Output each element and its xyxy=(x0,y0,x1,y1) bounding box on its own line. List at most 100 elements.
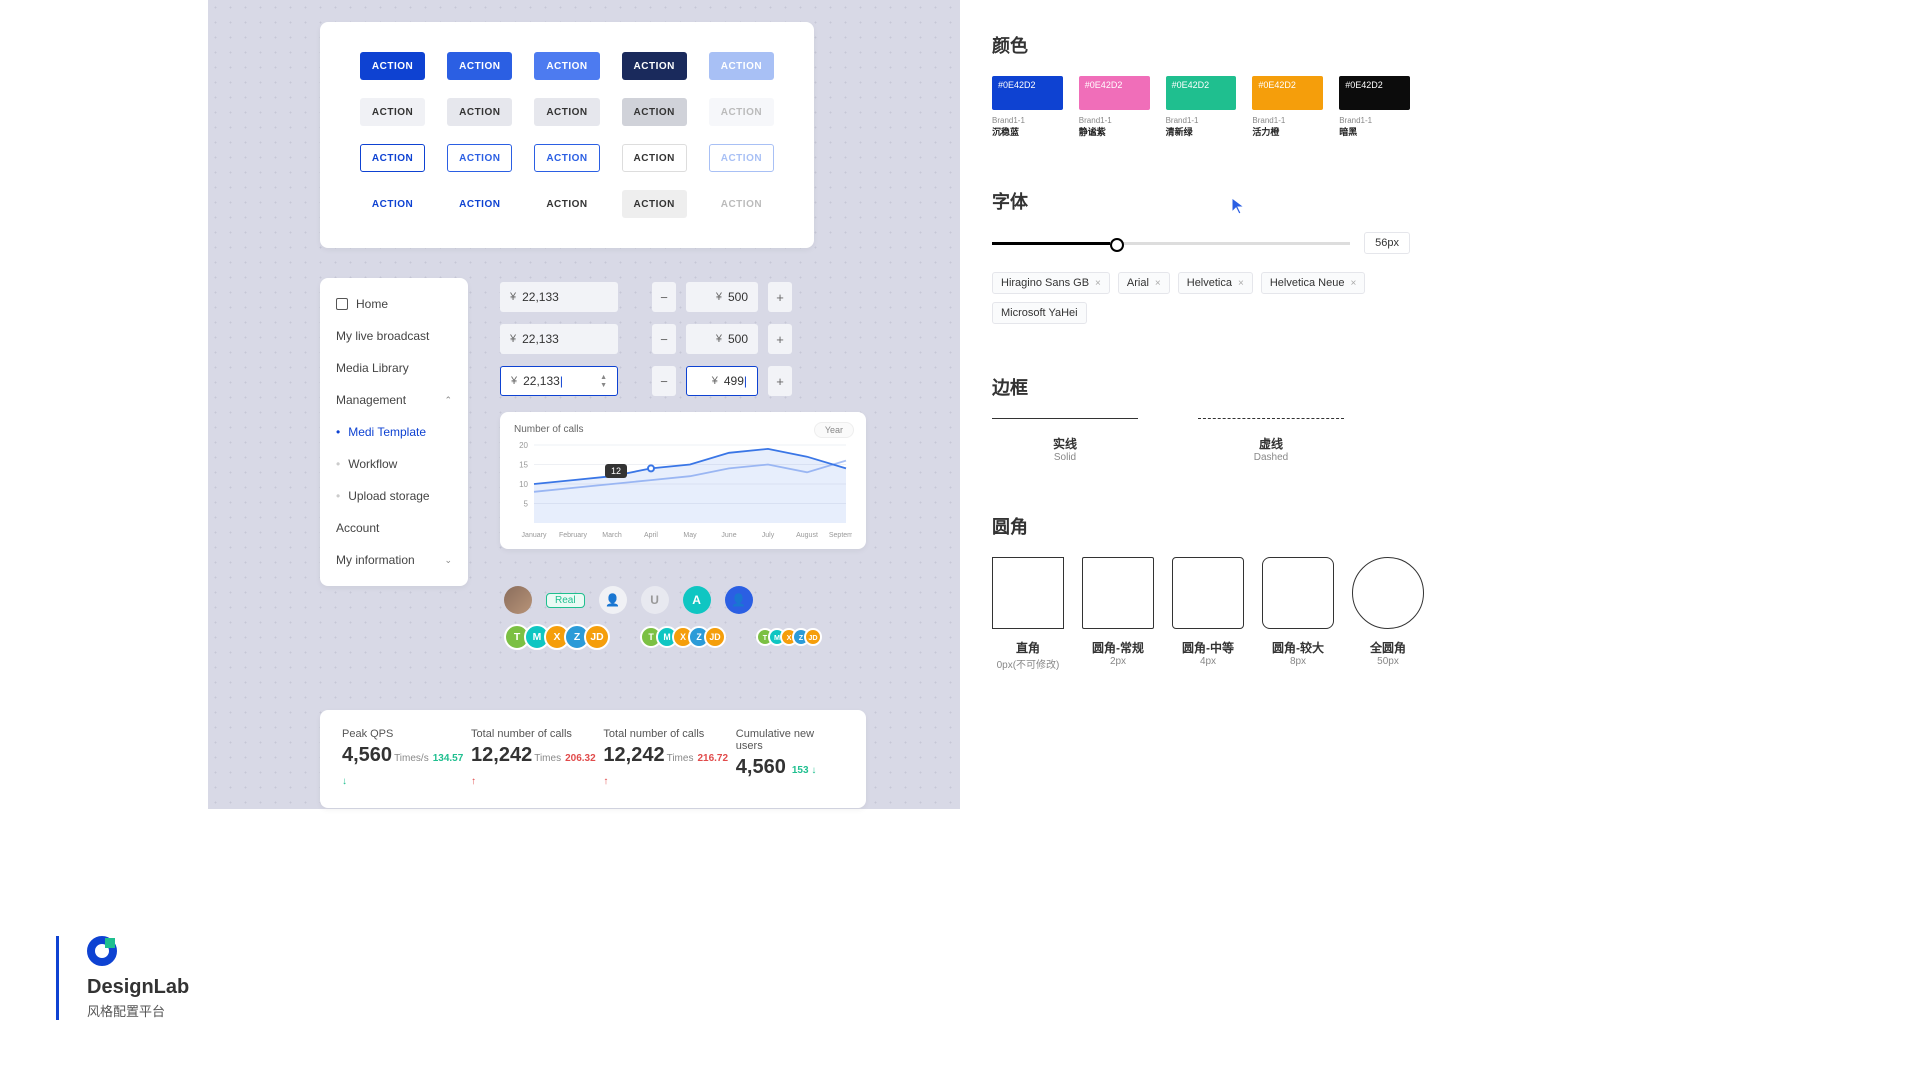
color-swatches: #0E42D2Brand1-1沉稳蓝 #0E42D2Brand1-1静谧紫 #0E4… xyxy=(992,76,1410,138)
input-amount-6-focused[interactable]: ¥499| xyxy=(686,366,758,396)
btn-primary-hover[interactable]: ACTION xyxy=(447,52,512,80)
input-amount-1[interactable]: ¥22,133 xyxy=(500,282,618,312)
btn-primary-active[interactable]: ACTION xyxy=(534,52,599,80)
sidebar-item-template[interactable]: Medi Template xyxy=(320,416,468,448)
btn-outline-hover[interactable]: ACTION xyxy=(447,144,512,172)
logo-subtitle: 风格配置平台 xyxy=(87,1001,189,1020)
sidebar-item-home[interactable]: Home xyxy=(320,288,468,320)
btn-secondary[interactable]: ACTION xyxy=(360,98,425,126)
logo-block: DesignLab 风格配置平台 xyxy=(56,936,189,1020)
font-size-value[interactable]: 56px xyxy=(1364,232,1410,254)
chart-svg: 2015105JanuaryFebruaryMarchAprilMayJuneJ… xyxy=(514,441,852,541)
svg-text:10: 10 xyxy=(519,480,528,489)
avatar-letter-u[interactable]: U xyxy=(641,586,669,614)
btn-primary-pressed[interactable]: ACTION xyxy=(622,52,687,80)
sidebar-item-broadcast[interactable]: My live broadcast xyxy=(320,320,468,352)
swatch[interactable]: #0E42D2Brand1-1活力橙 xyxy=(1252,76,1323,138)
home-icon xyxy=(336,298,348,310)
sidebar-item-account[interactable]: Account xyxy=(320,512,468,544)
input-amount-5-focused[interactable]: ¥22,133|▲▼ xyxy=(500,366,618,396)
nav-sidebar: Home My live broadcast Media Library Man… xyxy=(320,278,468,586)
avatar-stack-medium[interactable]: TMXZJD xyxy=(640,626,726,648)
radius-option[interactable]: 直角0px(不可修改) xyxy=(992,557,1064,671)
chart-title: Number of calls xyxy=(514,424,852,435)
avatar-photo[interactable] xyxy=(504,586,532,614)
font-heading: 字体 xyxy=(992,188,1410,214)
font-tags: Hiragino Sans GB × Arial × Helvetica × Helv… xyxy=(992,272,1410,324)
swatch[interactable]: #0E42D2Brand1-1沉稳蓝 xyxy=(992,76,1063,138)
radius-options: 直角0px(不可修改)圆角-常规2px圆角-中等4px圆角-较大8px全圆角50… xyxy=(992,557,1410,671)
btn-outline[interactable]: ACTION xyxy=(360,144,425,172)
swatch[interactable]: #0E42D2Brand1-1清新绿 xyxy=(1166,76,1237,138)
step-plus-1[interactable]: + xyxy=(768,282,792,312)
border-heading: 边框 xyxy=(992,374,1410,400)
swatch[interactable]: #0E42D2Brand1-1静谧紫 xyxy=(1079,76,1150,138)
avatar-stack-small[interactable]: TMXZJD xyxy=(756,628,822,646)
svg-text:February: February xyxy=(559,532,588,539)
radius-option[interactable]: 圆角-中等4px xyxy=(1172,557,1244,671)
svg-text:July: July xyxy=(762,532,775,539)
border-solid[interactable]: 实线Solid xyxy=(992,418,1138,463)
avatar-icon-user[interactable]: 👤 xyxy=(725,586,753,614)
sidebar-item-workflow[interactable]: Workflow xyxy=(320,448,468,480)
cursor-icon xyxy=(1230,196,1246,216)
btn-outline-active[interactable]: ACTION xyxy=(534,144,599,172)
chart-range-pill[interactable]: Year xyxy=(814,422,854,438)
svg-text:August: August xyxy=(796,532,818,539)
btn-primary-disabled: ACTION xyxy=(709,52,774,80)
btn-secondary-active[interactable]: ACTION xyxy=(534,98,599,126)
btn-text-pressed[interactable]: ACTION xyxy=(622,190,687,218)
font-tag[interactable]: Helvetica × xyxy=(1178,272,1253,294)
input-amount-3[interactable]: ¥22,133 xyxy=(500,324,618,354)
preview-canvas: ACTION ACTION ACTION ACTION ACTION ACTIO… xyxy=(208,0,960,809)
btn-secondary-hover[interactable]: ACTION xyxy=(447,98,512,126)
btn-text-hover[interactable]: ACTION xyxy=(447,190,512,218)
svg-text:15: 15 xyxy=(519,461,528,470)
radius-option[interactable]: 圆角-较大8px xyxy=(1262,557,1334,671)
sidebar-item-management[interactable]: Management⌃ xyxy=(320,384,468,416)
calls-chart: Number of calls Year 2015105JanuaryFebru… xyxy=(500,412,866,549)
btn-text-active[interactable]: ACTION xyxy=(534,190,599,218)
btn-text-disabled: ACTION xyxy=(709,190,774,218)
btn-secondary-pressed[interactable]: ACTION xyxy=(622,98,687,126)
font-tag[interactable]: Helvetica Neue × xyxy=(1261,272,1365,294)
stat-block: Total number of calls12,242Times206.32 ↑ xyxy=(471,728,603,790)
svg-text:March: March xyxy=(602,532,622,539)
btn-primary[interactable]: ACTION xyxy=(360,52,425,80)
sidebar-item-info[interactable]: My information⌄ xyxy=(320,544,468,576)
font-tag[interactable]: Arial × xyxy=(1118,272,1170,294)
btn-text[interactable]: ACTION xyxy=(360,190,425,218)
svg-text:January: January xyxy=(522,532,547,539)
step-plus-3[interactable]: + xyxy=(768,366,792,396)
font-size-slider[interactable] xyxy=(992,242,1350,245)
svg-text:May: May xyxy=(683,532,697,539)
border-dashed[interactable]: 虚线Dashed xyxy=(1198,418,1344,463)
btn-outline-pressed[interactable]: ACTION xyxy=(622,144,687,172)
stat-block: Peak QPS4,560Times/s134.57 ↓ xyxy=(342,728,471,790)
real-badge: Real xyxy=(546,593,585,608)
font-tag[interactable]: Microsoft YaHei xyxy=(992,302,1087,324)
font-tag[interactable]: Hiragino Sans GB × xyxy=(992,272,1110,294)
step-minus-3[interactable]: − xyxy=(652,366,676,396)
chart-tooltip: 12 xyxy=(605,464,627,478)
sidebar-item-upload[interactable]: Upload storage xyxy=(320,480,468,512)
stats-panel: Peak QPS4,560Times/s134.57 ↓Total number… xyxy=(320,710,866,808)
avatar-letter-a[interactable]: A xyxy=(683,586,711,614)
input-amount-2[interactable]: ¥500 xyxy=(686,282,758,312)
color-heading: 颜色 xyxy=(992,32,1410,58)
step-minus-1[interactable]: − xyxy=(652,282,676,312)
radius-option[interactable]: 全圆角50px xyxy=(1352,557,1424,671)
btn-secondary-disabled: ACTION xyxy=(709,98,774,126)
avatar-stack-large[interactable]: TMXZJD xyxy=(504,624,610,650)
button-showcase-panel: ACTION ACTION ACTION ACTION ACTION ACTIO… xyxy=(320,22,814,248)
avatar-placeholder[interactable]: 👤 xyxy=(599,586,627,614)
step-plus-2[interactable]: + xyxy=(768,324,792,354)
radius-heading: 圆角 xyxy=(992,513,1410,539)
radius-option[interactable]: 圆角-常规2px xyxy=(1082,557,1154,671)
sidebar-item-media[interactable]: Media Library xyxy=(320,352,468,384)
logo-title: DesignLab xyxy=(87,976,189,999)
input-amount-4[interactable]: ¥500 xyxy=(686,324,758,354)
step-minus-2[interactable]: − xyxy=(652,324,676,354)
swatch[interactable]: #0E42D2Brand1-1暗黑 xyxy=(1339,76,1410,138)
svg-text:20: 20 xyxy=(519,441,528,450)
